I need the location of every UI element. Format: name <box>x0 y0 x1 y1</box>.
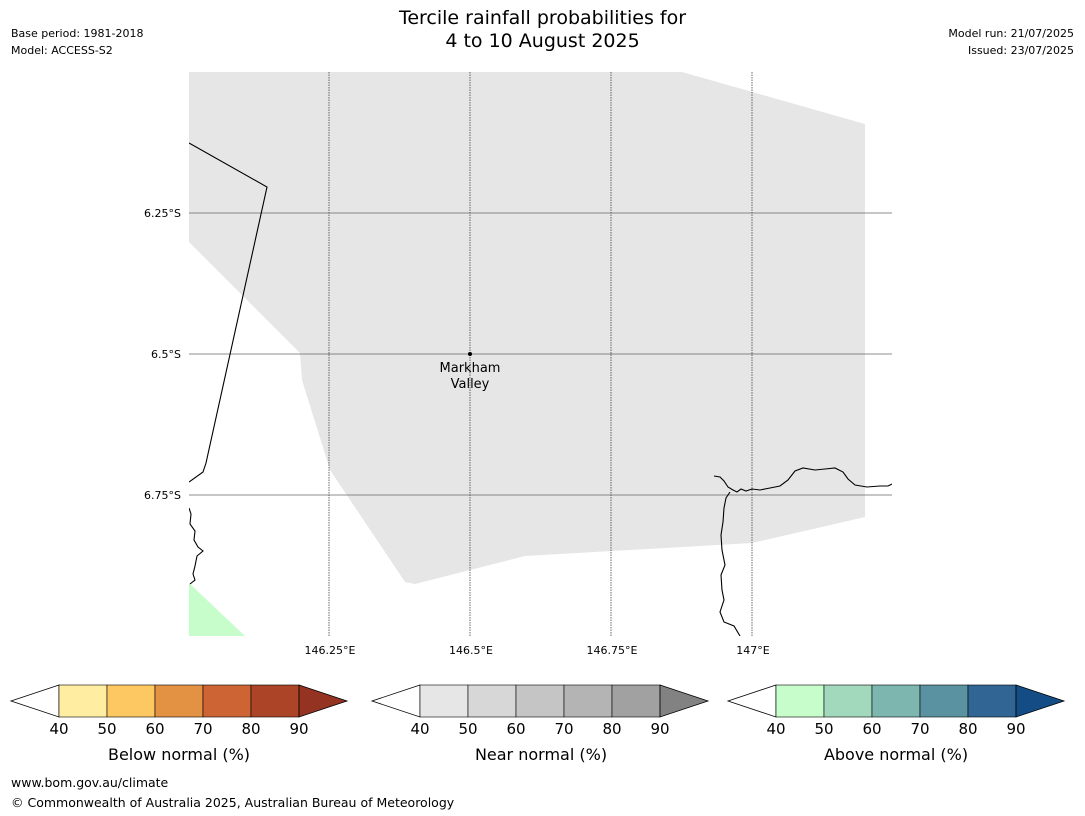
colorbar-segment <box>106 684 156 718</box>
colorbar-tick-label: 60 <box>506 720 525 738</box>
colorbar-segment <box>563 684 613 718</box>
below-normal-legend-title: Below normal (%) <box>107 745 251 764</box>
latitude-gridlines <box>189 212 892 496</box>
colorbar-tick-label: 40 <box>766 720 785 738</box>
colorbar-lower-extension <box>726 684 777 718</box>
colorbar-segment <box>58 684 108 718</box>
title-line-2: 4 to 10 August 2025 <box>445 30 640 52</box>
near-normal-colorbar: 40 50 60 70 80 90 <box>370 684 710 738</box>
lon-label: 146.75°E <box>587 644 638 657</box>
lat-label: 6.75°S <box>144 489 181 502</box>
colorbar-segment <box>202 684 252 718</box>
lon-label: 146.25°E <box>305 644 356 657</box>
colorbar-segment <box>611 684 661 718</box>
colorbar-tick-label: 80 <box>602 720 621 738</box>
latitude-labels: 6.25°S 6.5°S 6.75°S <box>144 207 181 502</box>
above-normal-legend-title: Above normal (%) <box>823 745 969 764</box>
colorbar-tick-label: 60 <box>862 720 881 738</box>
colorbar-tick-label: 90 <box>289 720 308 738</box>
issued-label: Issued: 23/07/2025 <box>967 44 1074 57</box>
colorbar-tick-label: 70 <box>193 720 212 738</box>
colorbar-lower-extension <box>9 684 60 718</box>
colorbar-segment <box>154 684 204 718</box>
map-title: Tercile rainfall probabilities for 4 to … <box>0 7 1085 53</box>
colorbar-segment <box>871 684 921 718</box>
colorbar-segment <box>467 684 517 718</box>
colorbar-tick-label: 50 <box>458 720 477 738</box>
colorbar-segment <box>967 684 1017 718</box>
footer-copyright: © Commonwealth of Australia 2025, Austra… <box>11 795 455 810</box>
longitude-labels: 146.25°E 146.5°E 146.75°E 147°E <box>305 644 770 657</box>
colorbar-segment <box>823 684 873 718</box>
base-period-label: Base period: 1981-2018 <box>11 27 144 40</box>
colorbar-tick-label: 90 <box>1006 720 1025 738</box>
colorbar-segment <box>919 684 969 718</box>
lat-label: 6.5°S <box>151 348 181 361</box>
colorbar-tick-label: 60 <box>145 720 164 738</box>
run-info: Model run: 21/07/2025 Issued: 23/07/2025 <box>948 25 1074 59</box>
lon-label: 146.5°E <box>449 644 493 657</box>
location-label-line-2: Valley <box>451 377 490 392</box>
near-normal-region <box>189 72 865 584</box>
colorbar-segment <box>250 684 300 718</box>
model-run-label: Model run: 21/07/2025 <box>948 27 1074 40</box>
colorbar-upper-extension <box>298 684 349 718</box>
above-normal-region <box>189 583 245 636</box>
colorbar-tick-label: 70 <box>910 720 929 738</box>
near-normal-legend-title: Near normal (%) <box>474 745 608 764</box>
location-label-line-1: Markham <box>440 361 501 376</box>
above-normal-colorbar: 40 50 60 70 80 90 <box>726 684 1066 738</box>
coast-east <box>713 467 892 493</box>
lat-label: 6.25°S <box>144 207 181 220</box>
below-normal-colorbar: 40 50 60 70 80 90 <box>9 684 349 738</box>
colorbar-segment <box>515 684 565 718</box>
footer-url: www.bom.gov.au/climate <box>11 775 169 790</box>
boundary-line <box>189 142 268 483</box>
colorbar-upper-extension <box>659 684 710 718</box>
river <box>719 491 741 636</box>
colorbar-segment <box>775 684 825 718</box>
colorbar-tick-label: 90 <box>650 720 669 738</box>
colorbar-tick-label: 80 <box>958 720 977 738</box>
colorbar-segment <box>419 684 469 718</box>
title-line-1: Tercile rainfall probabilities for <box>398 7 687 29</box>
map-area <box>189 72 892 636</box>
longitude-gridlines <box>328 72 753 636</box>
colorbar-tick-label: 50 <box>814 720 833 738</box>
colorbar-tick-label: 70 <box>554 720 573 738</box>
model-label: Model: ACCESS-S2 <box>11 44 113 57</box>
coast-west <box>189 507 204 585</box>
colorbar-tick-label: 40 <box>410 720 429 738</box>
colorbar-tick-label: 80 <box>241 720 260 738</box>
coastlines <box>189 142 892 636</box>
colorbar-tick-label: 40 <box>49 720 68 738</box>
colorbar-lower-extension <box>370 684 421 718</box>
colorbar-upper-extension <box>1015 684 1066 718</box>
colorbar-tick-label: 50 <box>97 720 116 738</box>
markham-valley-marker <box>468 352 472 356</box>
model-info: Base period: 1981-2018 Model: ACCESS-S2 <box>11 25 143 59</box>
lon-label: 147°E <box>736 644 769 657</box>
